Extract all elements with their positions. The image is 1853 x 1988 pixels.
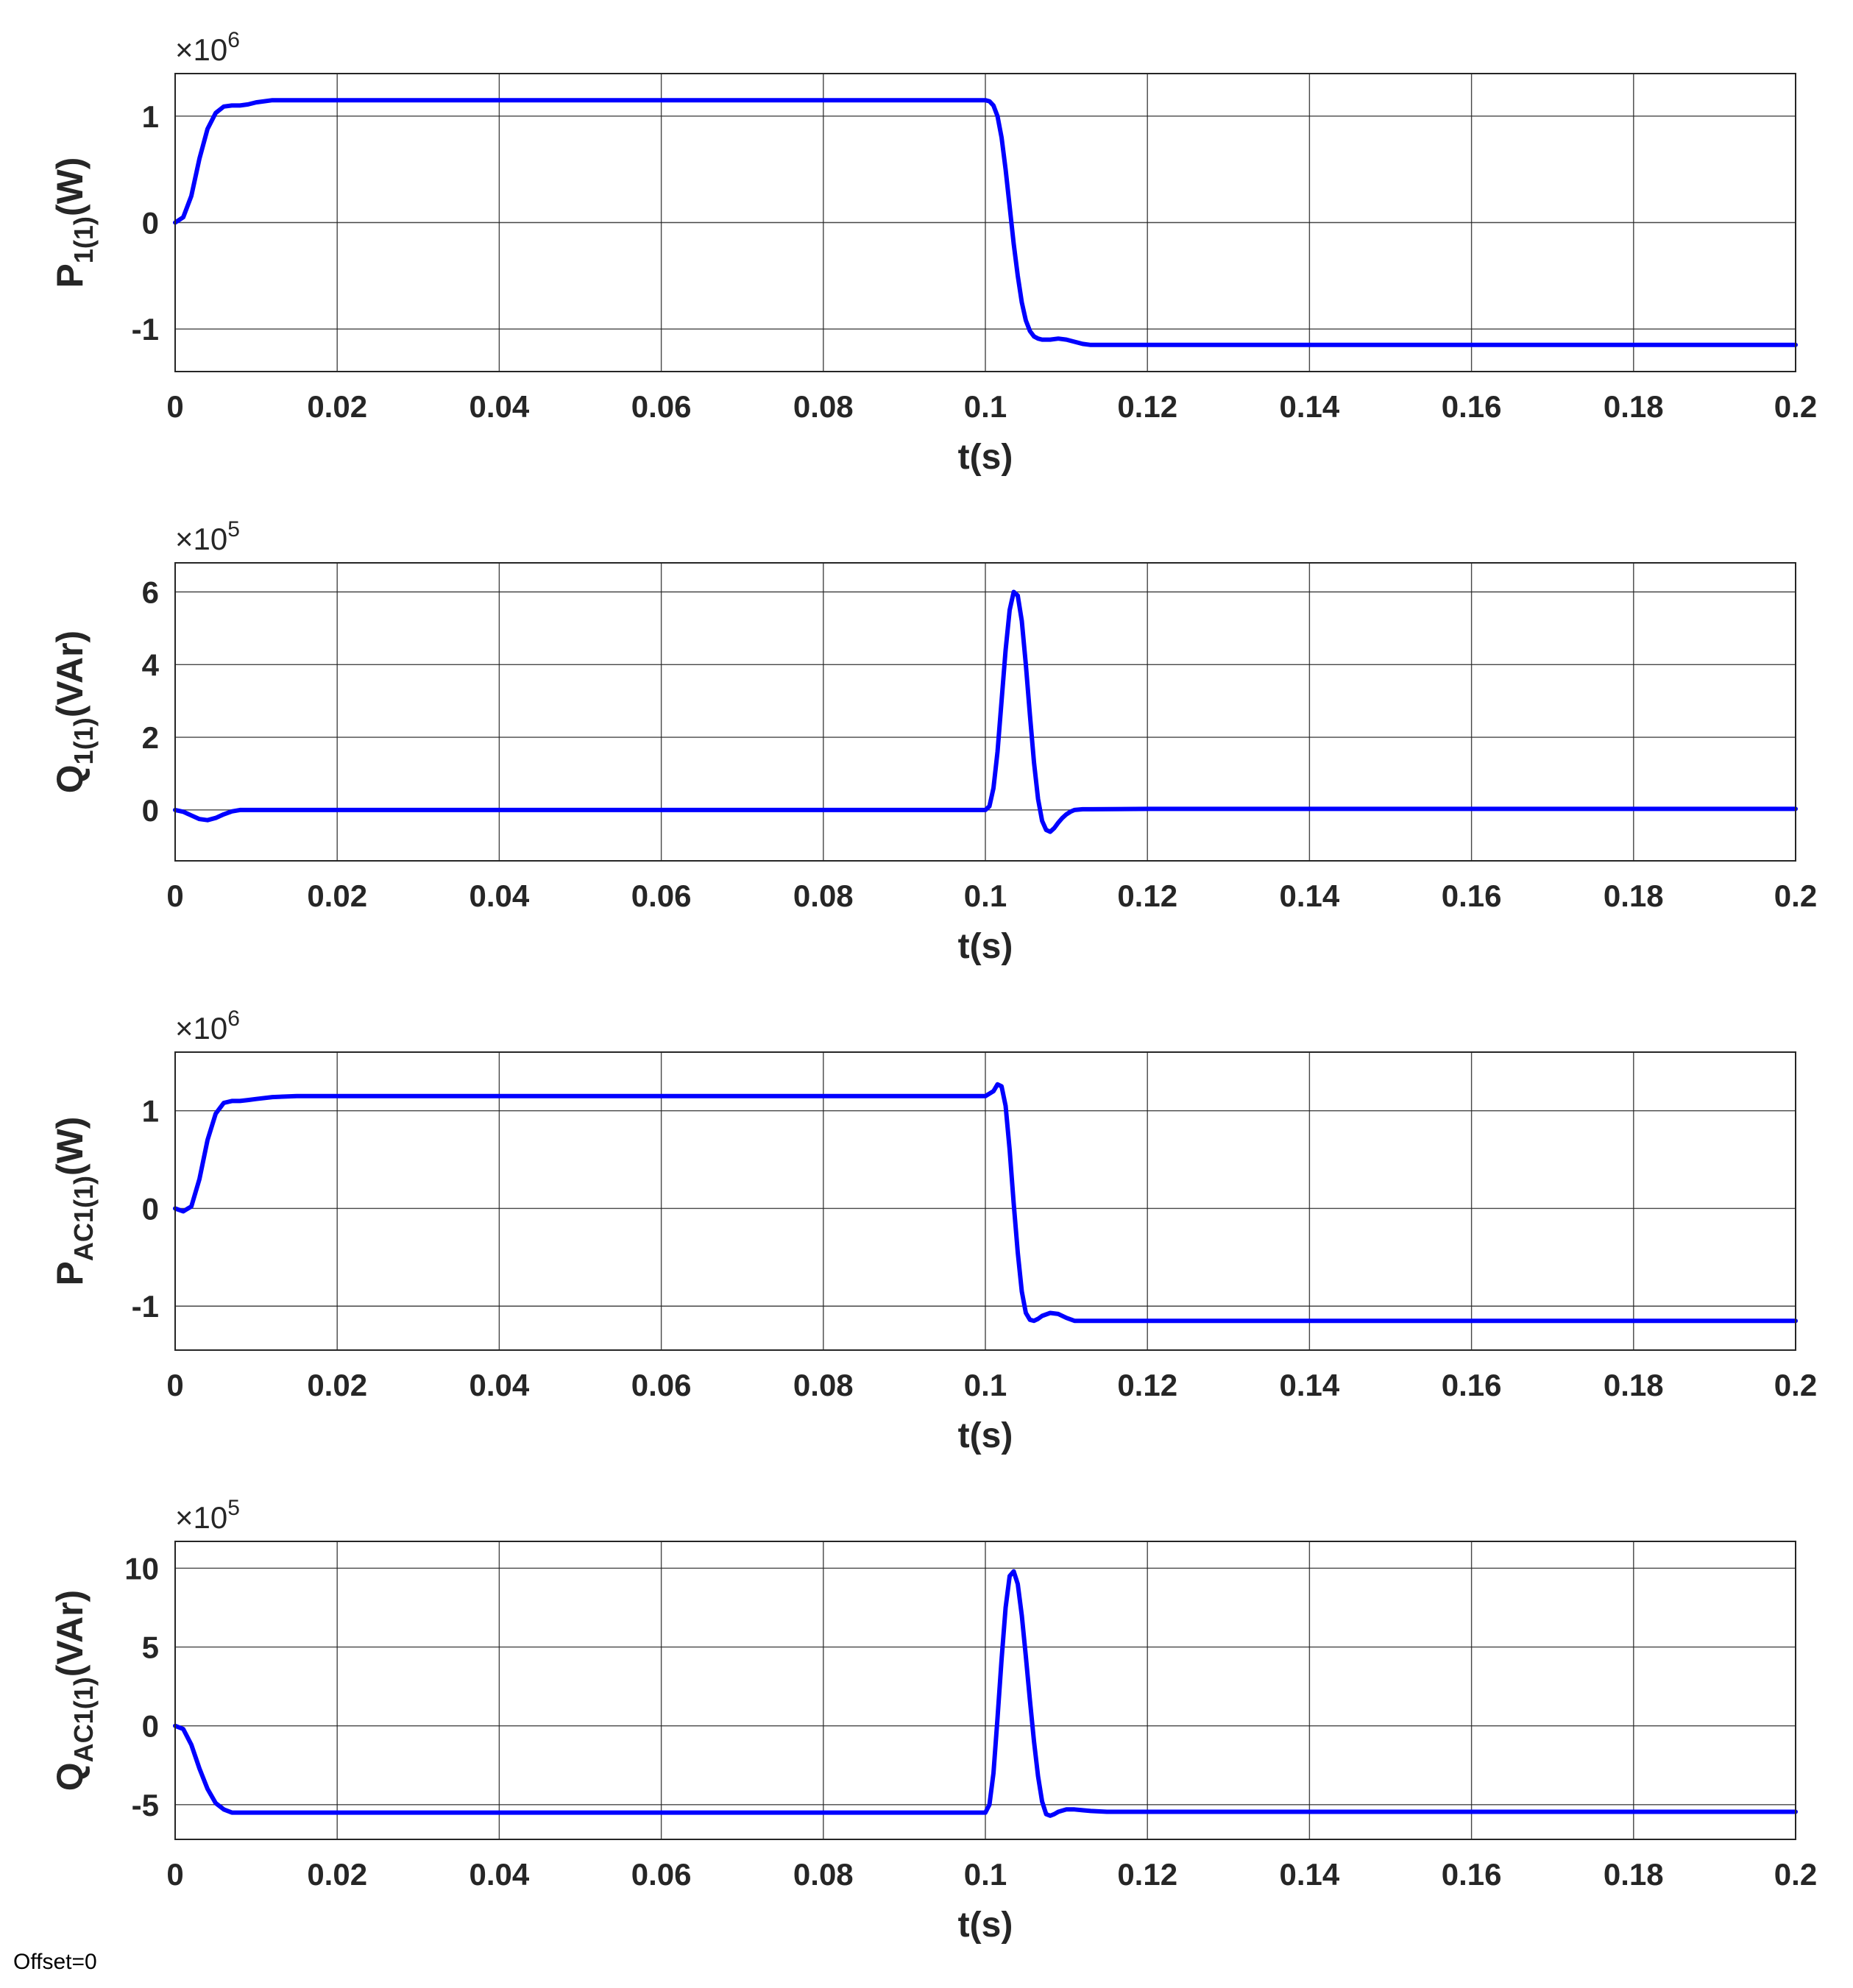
x-tick-label: 0.04 — [470, 1368, 530, 1402]
x-tick-label: 0.18 — [1604, 389, 1664, 424]
subplot-4: 0 0.02 0.04 0.06 0.08 0.1 0.12 0.14 0.16 0.18 0.2 -… — [49, 1496, 1817, 1945]
axes-box — [174, 562, 1796, 862]
y-tick-label: 6 — [142, 575, 159, 610]
y-tick-label: 0 — [142, 793, 159, 828]
x-tick-label: 0.16 — [1442, 389, 1502, 424]
subplot-3: 0 0.02 0.04 0.06 0.08 0.1 0.12 0.14 0.16 0.18 0.2 -… — [49, 1007, 1817, 1455]
x-tick-label: 0.14 — [1280, 878, 1340, 913]
x-tick-label: 0 — [166, 1368, 183, 1402]
x-tick-label: 0.1 — [964, 878, 1007, 913]
x-tick-label: 0.04 — [470, 878, 530, 913]
x-tick-label: 0.06 — [631, 1368, 692, 1402]
x-tick-label: 0.12 — [1117, 878, 1177, 913]
x-tick-label: 0.2 — [1774, 878, 1817, 913]
x-tick-label: 0.16 — [1442, 878, 1502, 913]
x-tick-label: 0 — [166, 1857, 183, 1892]
x-tick-label: 0.08 — [793, 878, 854, 913]
x-tick-label: 0.18 — [1604, 878, 1664, 913]
y-tick-label: 1 — [142, 1094, 159, 1129]
x-tick-label: 0.2 — [1774, 1368, 1817, 1402]
x-tick-label: 0.18 — [1604, 1857, 1664, 1892]
exponent-label: ×105 — [175, 1496, 240, 1535]
subplot-2: 0 0.02 0.04 0.06 0.08 0.1 0.12 0.14 0.16 0.18 0.2 0… — [49, 517, 1817, 966]
y-tick-label: 2 — [142, 720, 159, 755]
x-tick-label: 0.08 — [793, 1368, 854, 1402]
y-tick-label: 0 — [142, 1191, 159, 1226]
x-tick-label: 0.02 — [307, 1857, 367, 1892]
y-tick-label: 0 — [142, 1709, 159, 1744]
x-tick-label: 0.04 — [470, 389, 530, 424]
x-axis-label: t(s) — [958, 1906, 1013, 1945]
x-tick-label: 0.12 — [1117, 1857, 1177, 1892]
exponent-label: ×105 — [175, 517, 240, 556]
x-tick-label: 0.16 — [1442, 1368, 1502, 1402]
y-tick-label: 1 — [142, 99, 159, 134]
offset-label: Offset=0 — [13, 1950, 97, 1974]
x-tick-label: 0.02 — [307, 1368, 367, 1402]
x-tick-label: 0.06 — [631, 1857, 692, 1892]
series-line — [173, 98, 1798, 347]
x-tick-label: 0.04 — [470, 1857, 530, 1892]
x-tick-label: 0.02 — [307, 389, 367, 424]
y-tick-label: 10 — [124, 1551, 159, 1586]
x-axis-label: t(s) — [958, 438, 1013, 477]
x-tick-label: 0.12 — [1117, 389, 1177, 424]
y-tick-label: -1 — [132, 312, 159, 347]
subplot-1: 0 0.02 0.04 0.06 0.08 0.1 0.12 0.14 0.16 0.18 0.2 -… — [49, 28, 1817, 477]
x-tick-label: 0.14 — [1280, 1857, 1340, 1892]
x-tick-label: 0.14 — [1280, 1368, 1340, 1402]
series-line — [173, 1569, 1798, 1818]
x-tick-label: 0.08 — [793, 1857, 854, 1892]
x-tick-label: 0.1 — [964, 1857, 1007, 1892]
x-tick-label: 0 — [166, 389, 183, 424]
y-axis-label: PAC1(1)(W) — [49, 1117, 99, 1286]
x-tick-label: 0.12 — [1117, 1368, 1177, 1402]
exponent-label: ×106 — [175, 28, 240, 67]
exponent-label: ×106 — [175, 1007, 240, 1046]
y-tick-label: 0 — [142, 206, 159, 241]
x-tick-label: 0.2 — [1774, 1857, 1817, 1892]
axes-box — [174, 73, 1796, 372]
x-tick-label: 0.2 — [1774, 389, 1817, 424]
y-tick-label: 5 — [142, 1630, 159, 1665]
axes-box — [174, 1051, 1796, 1351]
series-line — [173, 1082, 1798, 1324]
x-tick-label: 0.14 — [1280, 389, 1340, 424]
y-axis-label: P1(1)(W) — [49, 157, 99, 288]
x-tick-label: 0 — [166, 878, 183, 913]
x-tick-label: 0.06 — [631, 389, 692, 424]
x-tick-label: 0.18 — [1604, 1368, 1664, 1402]
y-tick-label: -5 — [132, 1788, 159, 1822]
series-line — [173, 589, 1798, 834]
x-tick-label: 0.02 — [307, 878, 367, 913]
x-axis-label: t(s) — [958, 1416, 1013, 1455]
x-tick-label: 0.1 — [964, 1368, 1007, 1402]
axes-box — [174, 1541, 1796, 1840]
y-axis-label: Q1(1)(VAr) — [49, 631, 99, 793]
x-axis-label: t(s) — [958, 927, 1013, 966]
y-tick-label: 4 — [142, 647, 160, 682]
x-tick-label: 0.08 — [793, 389, 854, 424]
x-tick-label: 0.1 — [964, 389, 1007, 424]
y-axis-label: QAC1(1)(VAr) — [49, 1590, 99, 1791]
x-tick-label: 0.06 — [631, 878, 692, 913]
y-tick-label: -1 — [132, 1289, 159, 1324]
x-tick-label: 0.16 — [1442, 1857, 1502, 1892]
